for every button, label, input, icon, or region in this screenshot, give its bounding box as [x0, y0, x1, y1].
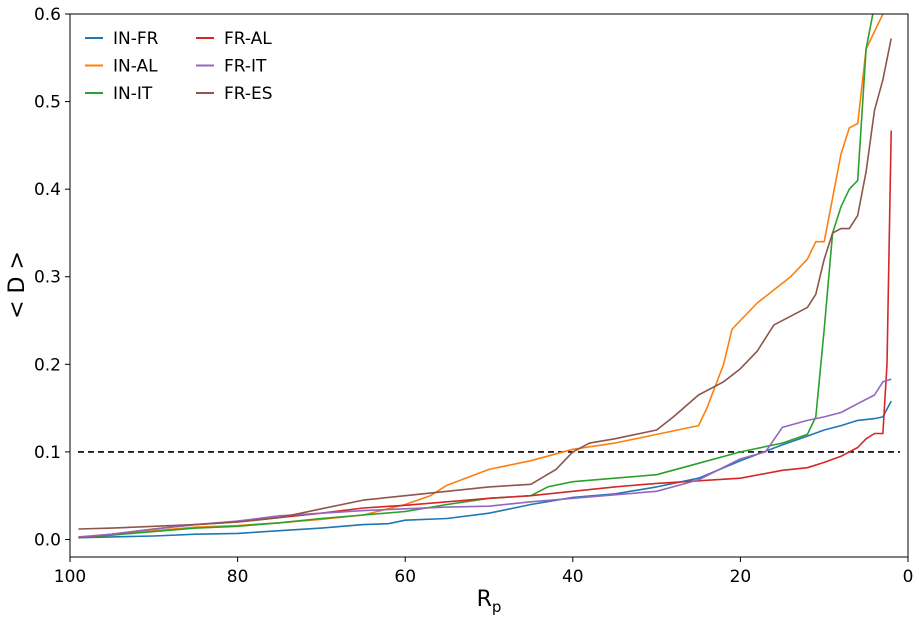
legend-label-fr-al: FR-AL [224, 29, 272, 49]
series-layer [78, 14, 892, 539]
y-tick-label: 0.1 [34, 443, 61, 463]
x-axis: 100 80 60 40 20 0 [54, 557, 914, 587]
x-axis-label-subscript: p [492, 598, 502, 616]
x-axis-label: Rp [477, 587, 502, 616]
x-tick-label: 20 [730, 567, 752, 587]
y-tick-label: 0.6 [34, 5, 61, 25]
legend-label-fr-es: FR-ES [224, 84, 273, 104]
legend-label-in-al: IN-AL [113, 57, 158, 77]
x-tick-label: 40 [562, 567, 584, 587]
x-axis-label-main: R [477, 587, 492, 612]
y-tick-label: 0.2 [34, 355, 61, 375]
y-tick-label: 0.3 [34, 268, 61, 288]
plot-frame [69, 13, 909, 558]
y-tick-label: 0.0 [34, 530, 61, 550]
y-tick-label: 0.5 [34, 93, 61, 113]
series-line-in-it [78, 14, 874, 539]
y-tick-label: 0.4 [34, 180, 61, 200]
series-line-in-fr [78, 400, 892, 539]
series-line-fr-it [78, 378, 892, 538]
plot-background [70, 14, 908, 557]
x-tick-label: 80 [227, 567, 249, 587]
x-tick-label: 60 [394, 567, 416, 587]
x-tick-label: 0 [903, 567, 914, 587]
y-axis-label: < D > [5, 251, 30, 319]
legend: IN-FR IN-AL IN-IT FR-AL FR-IT FR-ES [85, 29, 273, 104]
series-line-fr-es [78, 38, 892, 530]
x-tick-label: 100 [54, 567, 86, 587]
legend-label-in-fr: IN-FR [113, 29, 159, 49]
y-axis: 0.0 0.1 0.2 0.3 0.4 0.5 0.6 [34, 5, 70, 550]
legend-label-fr-it: FR-IT [224, 57, 267, 77]
legend-label-in-it: IN-IT [113, 84, 153, 104]
